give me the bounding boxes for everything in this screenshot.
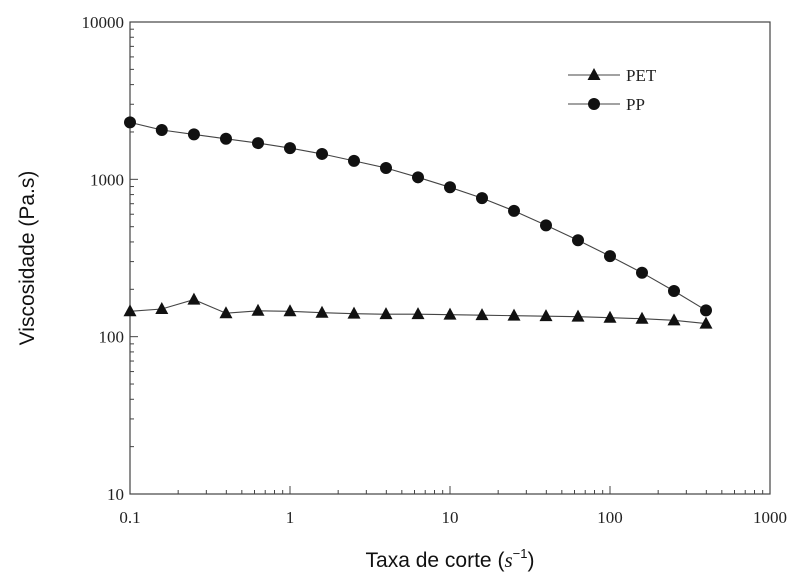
- triangle-marker: [539, 309, 553, 322]
- circle-marker: [124, 116, 136, 129]
- circle-marker: [572, 234, 585, 247]
- triangle-marker: [475, 308, 489, 321]
- circle-marker: [539, 219, 552, 232]
- plot-frame: [129, 21, 771, 495]
- series-pp: [124, 116, 712, 317]
- circle-marker: [508, 204, 521, 217]
- x-tick-label: 1: [286, 508, 295, 527]
- x-axis-title-close: ): [527, 549, 534, 572]
- y-tick-label: 10000: [82, 13, 125, 32]
- triangle-marker: [219, 306, 233, 319]
- circle-marker: [155, 123, 168, 136]
- x-axis-title-exp: −1: [513, 546, 528, 561]
- series-layer: [123, 116, 713, 329]
- x-tick-labels: 0.1 1 10 100 1000: [119, 508, 787, 527]
- circle-marker: [316, 147, 329, 160]
- triangle-marker: [187, 292, 201, 305]
- circle-marker: [379, 162, 392, 175]
- triangle-marker: [443, 307, 457, 320]
- circle-marker: [412, 171, 425, 184]
- circle-marker: [668, 285, 681, 298]
- triangle-marker: [283, 304, 297, 317]
- triangle-marker: [251, 303, 265, 316]
- legend-item-pp: PP: [568, 95, 645, 114]
- y-tick-label: 1000: [90, 170, 124, 189]
- circle-marker: [284, 142, 296, 155]
- triangle-marker: [123, 304, 137, 317]
- triangle-marker: [379, 307, 393, 320]
- y-axis-title: Viscosidade (Pa.s): [16, 171, 39, 346]
- legend-label: PP: [626, 95, 645, 114]
- series-line: [129, 121, 707, 311]
- triangle-marker: [507, 308, 521, 321]
- circle-marker: [187, 128, 200, 141]
- circle-marker: [636, 266, 649, 279]
- triangle-marker: [411, 307, 425, 320]
- triangle-marker: [587, 68, 601, 80]
- legend-item-pet: PET: [568, 66, 657, 85]
- legend-label: PET: [626, 66, 657, 85]
- y-tick-label: 10: [107, 485, 124, 504]
- triangle-marker: [635, 311, 649, 324]
- triangle-marker: [699, 316, 713, 329]
- triangle-marker: [347, 306, 361, 319]
- triangle-marker: [571, 309, 585, 322]
- circle-marker: [252, 137, 265, 150]
- x-axis-title-var: s: [504, 548, 512, 572]
- circle-marker: [476, 192, 489, 205]
- x-axis-title: Taxa de corte (s−1): [366, 546, 535, 572]
- legend: PET PP: [568, 66, 657, 114]
- circle-marker: [348, 154, 361, 167]
- y-tick-label: 100: [99, 328, 125, 347]
- axis-ticks: [129, 21, 771, 495]
- triangle-marker: [315, 305, 329, 318]
- x-tick-label: 10: [442, 508, 459, 527]
- triangle-marker: [155, 301, 169, 314]
- y-tick-labels: 10 100 1000 10000: [82, 13, 125, 504]
- series-pet: [123, 292, 713, 329]
- circle-marker: [699, 304, 712, 317]
- x-tick-label: 1000: [753, 508, 787, 527]
- circle-marker: [219, 132, 232, 145]
- circle-marker: [444, 181, 456, 194]
- circle-marker: [604, 250, 616, 263]
- circle-marker: [588, 98, 600, 110]
- triangle-marker: [667, 313, 681, 326]
- x-tick-label: 100: [597, 508, 623, 527]
- x-tick-label: 0.1: [119, 508, 140, 527]
- x-axis-title-main: Taxa de corte (: [366, 549, 505, 572]
- triangle-marker: [603, 310, 617, 323]
